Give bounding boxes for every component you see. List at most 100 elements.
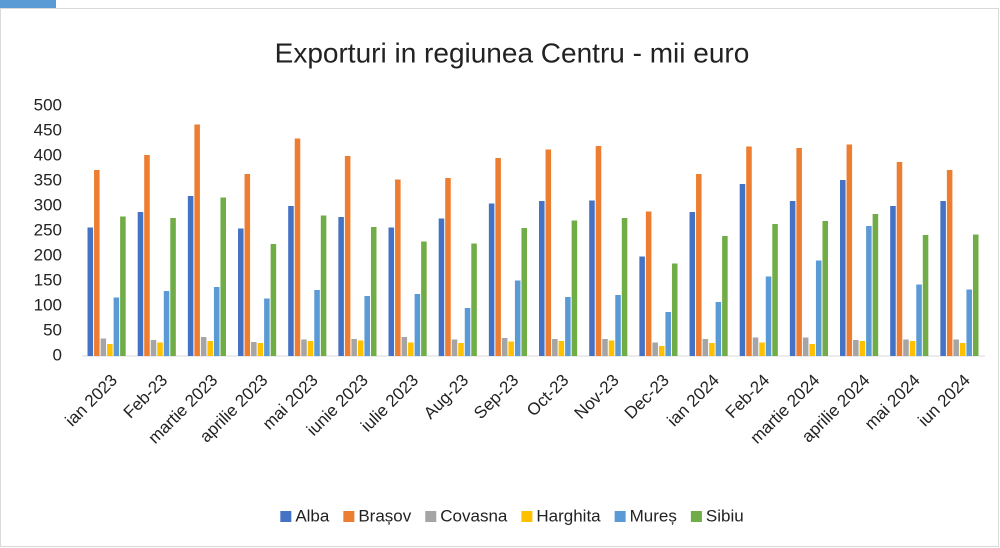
- bar: [972, 234, 979, 356]
- bar: [157, 342, 163, 356]
- bar: [87, 227, 94, 356]
- bar: [558, 341, 565, 356]
- bar: [946, 170, 953, 356]
- bar: [645, 211, 652, 356]
- bar: [488, 203, 495, 356]
- bar: [288, 206, 294, 356]
- bar: [940, 201, 946, 356]
- bar: [772, 224, 778, 356]
- bar: [959, 343, 966, 356]
- y-tick-label: 350: [34, 170, 62, 189]
- bar: [370, 227, 377, 356]
- bar: [264, 298, 270, 356]
- bar: [872, 214, 879, 356]
- bar: [320, 215, 327, 356]
- bar: [602, 339, 608, 356]
- bar: [859, 341, 866, 356]
- legend-swatch: [280, 511, 292, 522]
- bar: [344, 156, 351, 356]
- bar: [689, 212, 696, 356]
- y-tick-label: 50: [43, 320, 62, 339]
- y-tick-label: 250: [34, 220, 62, 239]
- bar: [545, 149, 552, 356]
- bar: [658, 346, 665, 356]
- bar: [120, 216, 126, 356]
- bar: [595, 146, 602, 356]
- bar: [539, 201, 545, 356]
- bar: [759, 342, 765, 356]
- bar: [521, 228, 528, 356]
- bar: [301, 339, 307, 356]
- bar: [150, 340, 157, 356]
- bar: [565, 297, 571, 356]
- bar: [220, 197, 227, 356]
- bar: [789, 201, 796, 356]
- y-tick-label: 450: [34, 120, 62, 139]
- bar: [866, 226, 872, 356]
- legend-swatch: [425, 511, 437, 522]
- bar: [251, 342, 257, 356]
- bar: [953, 339, 959, 356]
- bar: [652, 342, 658, 356]
- legend-label: Sibiu: [706, 506, 744, 525]
- bar: [464, 308, 471, 356]
- legend-label: Alba: [295, 506, 330, 525]
- bar: [608, 340, 615, 356]
- bar: [163, 291, 170, 356]
- bar: [307, 341, 314, 356]
- y-tick-label: 300: [34, 195, 62, 214]
- bar: [746, 146, 752, 356]
- legend-label: Covasna: [440, 506, 508, 525]
- bar: [822, 221, 829, 356]
- bar: [589, 200, 595, 356]
- y-tick-label: 100: [34, 295, 62, 314]
- bar: [621, 218, 628, 356]
- bar: [571, 220, 578, 356]
- bar: [840, 180, 846, 356]
- bar: [796, 148, 802, 356]
- bar: [802, 337, 809, 356]
- bar: [445, 178, 451, 356]
- legend-swatch: [690, 511, 702, 522]
- bar: [722, 236, 728, 356]
- y-tick-label: 150: [34, 270, 62, 289]
- bar: [665, 312, 671, 356]
- bar: [966, 289, 972, 356]
- bar: [451, 339, 458, 356]
- bar: [438, 218, 445, 356]
- bar: [890, 206, 896, 356]
- bar: [144, 155, 150, 356]
- bar: [351, 339, 357, 356]
- bar: [314, 290, 320, 356]
- bar: [903, 339, 909, 356]
- legend-swatch: [521, 511, 533, 522]
- bar: [364, 296, 370, 356]
- legend-label: Harghita: [536, 506, 601, 525]
- bar: [909, 341, 916, 356]
- bar: [100, 338, 107, 356]
- bar: [207, 341, 213, 356]
- bar: [213, 287, 220, 356]
- legend-swatch: [614, 511, 626, 522]
- bar: [765, 276, 772, 356]
- bar: [846, 144, 853, 356]
- bar: [338, 217, 344, 356]
- bar: [401, 337, 408, 356]
- bar: [896, 162, 903, 356]
- y-tick-label: 500: [34, 95, 62, 114]
- bar: [414, 294, 421, 356]
- bar: [809, 344, 815, 356]
- bar: [107, 344, 113, 356]
- bar: [270, 244, 277, 356]
- bar: [739, 184, 746, 356]
- bar: [294, 138, 301, 356]
- bar: [194, 124, 200, 356]
- bar: [257, 343, 264, 356]
- bar: [408, 342, 414, 356]
- bar: [696, 174, 702, 356]
- bar: [715, 302, 722, 356]
- bar: [615, 295, 621, 356]
- bar: [702, 339, 709, 356]
